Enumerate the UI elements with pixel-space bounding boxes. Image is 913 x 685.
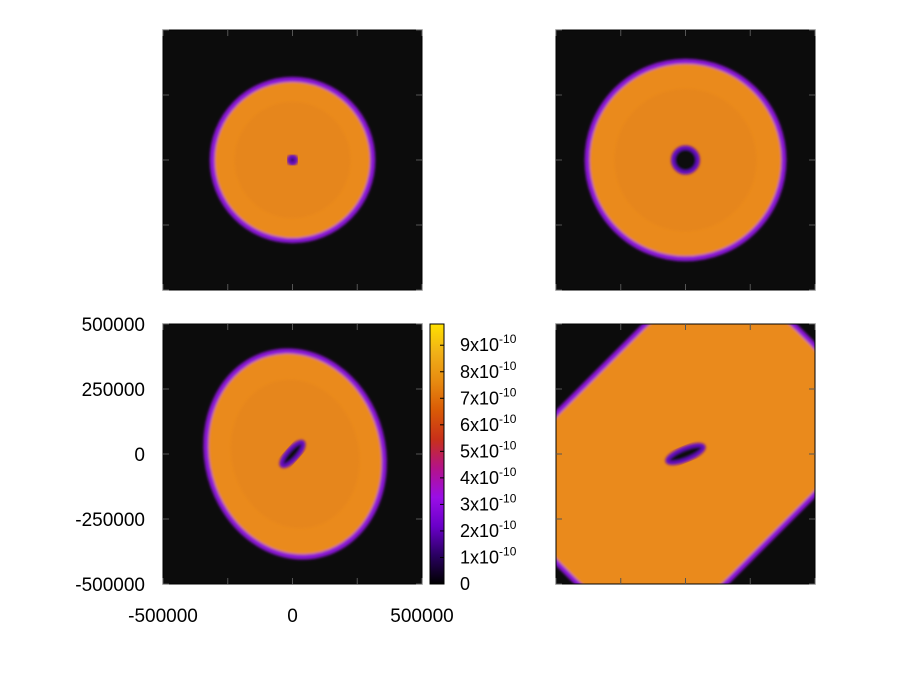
x-tick-label: 500000 — [390, 606, 453, 627]
colorbar-label: 9x10-10 — [460, 332, 517, 355]
colorbar: 9x10-10 8x10-10 7x10-10 6x10-10 5x10-10 4x10-… — [429, 323, 517, 594]
y-tick-label: -500000 — [75, 575, 145, 596]
axes-labels: 500000 250000 0 -250000 -500000 -500000 0 50000… — [75, 315, 453, 627]
colorbar-label: 7x10-10 — [460, 385, 517, 408]
colorbar-label: 2x10-10 — [460, 518, 517, 541]
colorbar-scale — [429, 323, 445, 585]
colorbar-label: 6x10-10 — [460, 412, 517, 435]
y-tick-label: 500000 — [82, 315, 145, 336]
colorbar-label: 3x10-10 — [460, 491, 517, 514]
x-tick-label: -500000 — [128, 606, 198, 627]
central-hole — [671, 145, 700, 175]
panel-bottom-right — [555, 323, 816, 585]
central-hole — [279, 439, 306, 469]
y-tick-label: 250000 — [82, 380, 145, 401]
y-tick-label: -250000 — [75, 510, 145, 531]
colorbar-label: 5x10-10 — [460, 438, 517, 461]
panel-bottom-left — [162, 323, 423, 585]
panel-top-right — [555, 29, 816, 291]
colorbar-label: 8x10-10 — [460, 359, 517, 382]
x-tick-label: 0 — [287, 606, 298, 627]
colorbar-label: 0 — [460, 574, 470, 594]
y-tick-label: 0 — [134, 445, 145, 466]
panel-top-left — [162, 29, 423, 291]
colorbar-label: 4x10-10 — [460, 465, 517, 488]
central-hole — [665, 442, 706, 466]
central-hole — [286, 154, 299, 166]
colorbar-label: 1x10-10 — [460, 544, 517, 567]
panels — [162, 29, 816, 585]
